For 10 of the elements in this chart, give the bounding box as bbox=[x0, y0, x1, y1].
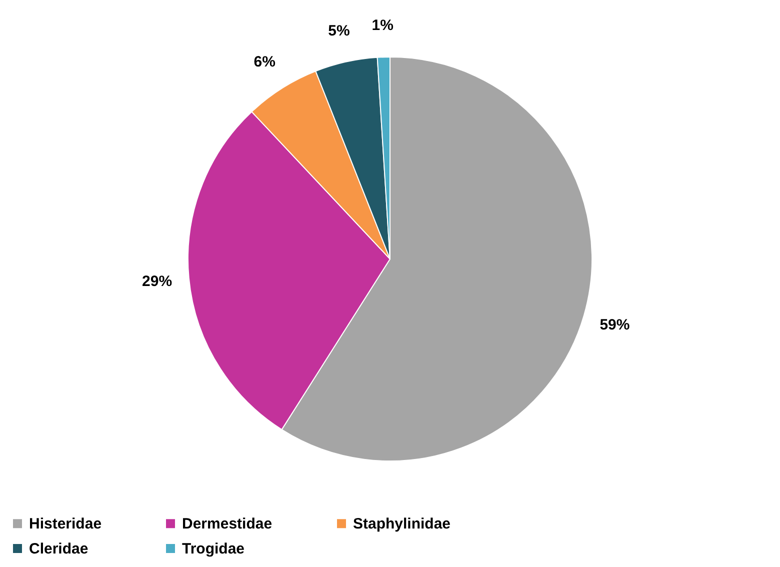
legend-label: Cleridae bbox=[29, 540, 88, 558]
data-label: 29% bbox=[142, 273, 172, 290]
data-label: 59% bbox=[600, 316, 630, 334]
data-label: 5% bbox=[328, 22, 350, 40]
data-label: 6% bbox=[254, 53, 276, 70]
data-label: 1% bbox=[372, 17, 394, 34]
legend-label: Trogidae bbox=[182, 540, 245, 558]
legend-label: Dermestidae bbox=[182, 516, 272, 533]
legend-label: Staphylinidae bbox=[353, 516, 451, 533]
legend-label: Histeridae bbox=[29, 516, 102, 533]
